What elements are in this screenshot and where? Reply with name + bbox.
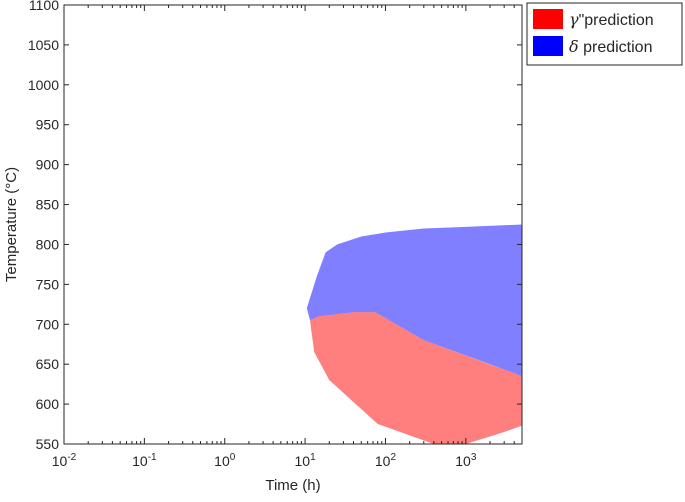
x-tick-label: 102 <box>375 452 397 469</box>
y-tick-label: 850 <box>36 197 60 213</box>
y-tick-label: 700 <box>36 316 60 332</box>
y-tick-label: 750 <box>36 276 60 292</box>
x-tick-label: 10-1 <box>132 452 157 469</box>
legend-text: prediction <box>579 39 653 56</box>
plot-layer <box>306 224 522 444</box>
x-tick-label-exponent: -1 <box>148 452 157 463</box>
y-tick-label: 650 <box>36 356 60 372</box>
x-tick-label-exponent: 3 <box>471 452 477 463</box>
y-tick-label: 550 <box>36 436 60 452</box>
legend-label: γ"prediction <box>569 10 654 29</box>
x-tick-label-exponent: -2 <box>67 452 76 463</box>
x-tick-label: 103 <box>455 452 477 469</box>
x-tick-label-base: 10 <box>132 453 148 469</box>
legend-text: "prediction <box>579 12 654 29</box>
legend-label: δ prediction <box>569 37 652 56</box>
x-tick-label-exponent: 0 <box>230 452 236 463</box>
y-tick-label: 950 <box>36 117 60 133</box>
legend-symbol: γ <box>569 10 579 29</box>
y-tick-label: 1050 <box>28 37 59 53</box>
y-tick-label: 1000 <box>28 77 59 93</box>
x-tick-label-base: 10 <box>214 453 230 469</box>
x-tick-label-base: 10 <box>52 453 68 469</box>
x-tick-label-base: 10 <box>455 453 471 469</box>
x-tick-label-base: 10 <box>375 453 391 469</box>
x-axis-label: Time (h) <box>265 477 320 494</box>
y-tick-label: 600 <box>36 396 60 412</box>
axes-layer: 5506006507007508008509009501000105011001… <box>3 0 523 494</box>
legend-swatch <box>533 9 563 29</box>
x-tick-label-exponent: 1 <box>310 452 316 463</box>
x-tick-label: 10-2 <box>52 452 77 469</box>
y-tick-label: 800 <box>36 236 60 252</box>
y-axis-label: Temperature (°C) <box>3 167 20 282</box>
x-tick-label: 100 <box>214 452 236 469</box>
y-tick-label: 900 <box>36 157 60 173</box>
legend-symbol: δ <box>569 37 579 56</box>
legend-swatch <box>533 36 563 56</box>
x-tick-label-base: 10 <box>295 453 311 469</box>
series-area-gamma <box>310 312 522 444</box>
x-tick-label: 101 <box>295 452 317 469</box>
x-tick-label-exponent: 2 <box>390 452 396 463</box>
y-tick-label: 1100 <box>29 0 59 13</box>
series-area-delta <box>306 224 522 377</box>
